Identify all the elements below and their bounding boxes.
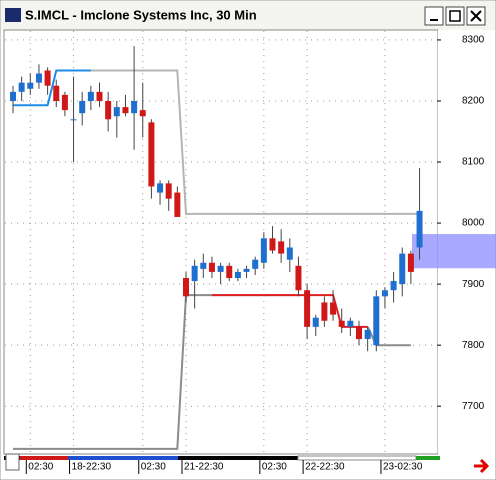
x-tick-label: 22-22:30 (305, 462, 345, 473)
candle-body (373, 296, 380, 346)
candle-body (44, 70, 51, 86)
candle-body (407, 253, 414, 272)
candle-body (304, 290, 311, 327)
time-strip-seg (297, 455, 417, 461)
corner-box[interactable] (5, 453, 20, 471)
candle-body (96, 91, 103, 101)
candle-body (416, 210, 423, 248)
candle-body (165, 183, 172, 199)
candle-body (157, 183, 164, 193)
candle-body (79, 100, 86, 114)
y-tick-label: 7900 (462, 279, 485, 290)
candle-body (131, 100, 138, 114)
candle-body (347, 320, 354, 327)
y-tick-label: 8300 (462, 35, 485, 46)
candle-body (113, 107, 120, 117)
title-bar (1, 1, 495, 30)
candle-body (234, 271, 241, 279)
candle-body (356, 326, 362, 340)
candle-body (139, 110, 146, 117)
app-icon (5, 8, 21, 22)
candle-body (70, 119, 77, 121)
indicator-line (90, 69, 420, 215)
candle-body (252, 259, 259, 269)
time-strip-seg (68, 456, 178, 460)
candle-body (61, 94, 68, 111)
candle-body (260, 238, 267, 263)
candle-body (35, 73, 42, 83)
close-icon (470, 10, 482, 22)
candle-body (226, 265, 233, 279)
candle-body (200, 262, 207, 269)
candle-body (312, 317, 319, 327)
candle-body (338, 320, 345, 327)
maximize-icon (449, 10, 461, 22)
x-tick-label: 23-02:30 (383, 462, 423, 473)
candle-body (399, 253, 406, 285)
price-band (412, 234, 496, 269)
candle-body (53, 85, 60, 101)
candle-body (122, 107, 129, 114)
y-tick-label: 7700 (462, 401, 485, 412)
candle-body (269, 238, 276, 251)
time-strip-seg (416, 456, 440, 460)
window-title: S.IMCL - Imclone Systems Inc, 30 Min (25, 7, 257, 22)
window-buttons[interactable] (424, 6, 486, 26)
x-tick-label: 18-22:30 (72, 462, 112, 473)
y-tick-label: 8200 (462, 96, 485, 107)
candle-body (27, 82, 34, 89)
candle-body (148, 122, 155, 187)
time-strip (4, 456, 440, 460)
y-tick-label: 8000 (462, 218, 485, 229)
candle-body (18, 82, 25, 92)
candle-body (390, 281, 397, 291)
time-strip-seg (20, 456, 68, 460)
maximize-button[interactable] (445, 6, 465, 26)
candle-body (381, 290, 388, 297)
minimize-button[interactable] (424, 6, 444, 26)
candle-body (321, 302, 328, 321)
candle-body (10, 91, 16, 101)
y-tick-label: 8100 (462, 157, 485, 168)
scroll-arrow[interactable] (474, 458, 490, 474)
x-tick-label: 02:30 (262, 462, 287, 473)
x-tick-label: 21-22:30 (184, 462, 224, 473)
candle-body (286, 247, 293, 260)
candle-body (243, 268, 250, 272)
candle-body (364, 329, 371, 340)
candle-body (191, 265, 198, 282)
x-tick-label: 02:30 (141, 462, 166, 473)
indicator-line (13, 69, 91, 107)
x-tick-label: 02:30 (28, 462, 53, 473)
candle-body (278, 241, 285, 254)
candle-body (183, 278, 189, 297)
candle-body (217, 265, 224, 272)
candle-body (330, 302, 337, 315)
candle-body (87, 91, 94, 101)
candle-body (174, 192, 181, 217)
candle-body (208, 262, 215, 272)
candle-body (295, 265, 302, 291)
candle-body (105, 100, 112, 120)
y-tick-label: 7800 (462, 340, 485, 351)
plot-frame (3, 29, 439, 455)
